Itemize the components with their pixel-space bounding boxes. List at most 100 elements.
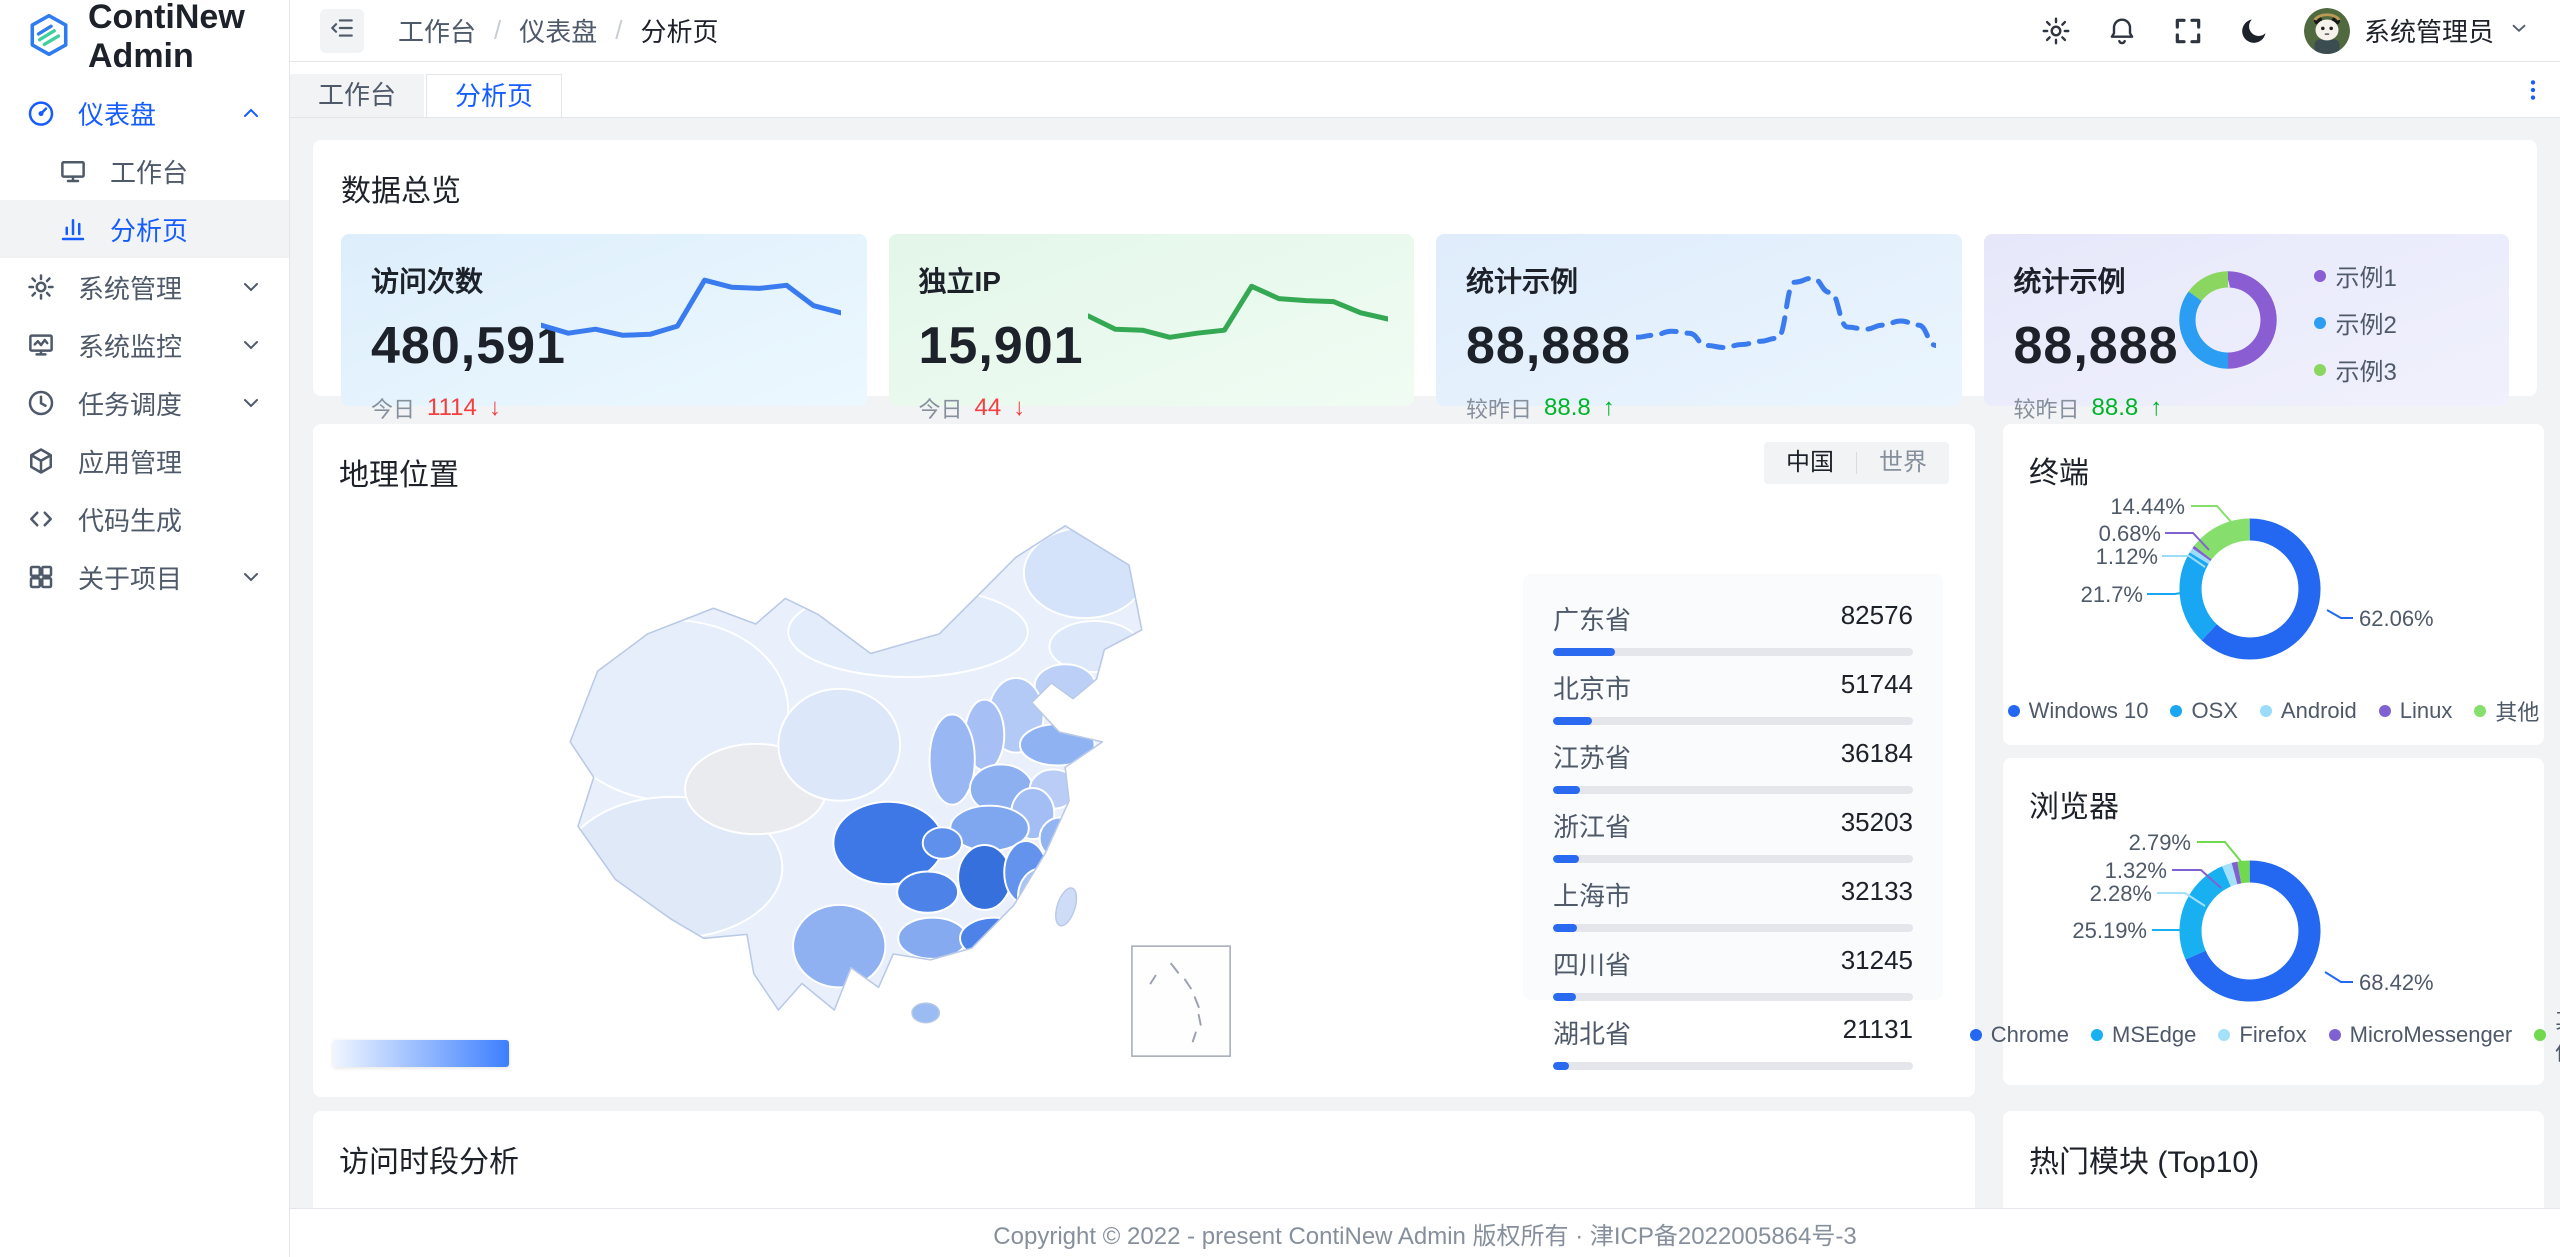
tab-analysis[interactable]: 分析页 [426, 74, 563, 117]
sidebar-menu: 仪表盘 工作台 分析页 系统管理 [0, 74, 289, 606]
fullscreen-icon[interactable] [2172, 15, 2204, 47]
legend-item[interactable]: Windows 10 [2007, 695, 2148, 727]
breadcrumb-separator: / [494, 15, 502, 45]
settings-icon[interactable] [2040, 15, 2072, 47]
stat-sub-label: 较昨日 [2013, 397, 2080, 422]
sparkline-chart [1088, 283, 1388, 340]
province-bar-fill [1553, 1062, 1569, 1070]
menu-fold-button[interactable] [320, 8, 364, 53]
username[interactable]: 系统管理员 [2363, 17, 2494, 47]
sidebar-item-label: 应用管理 [78, 447, 183, 478]
sidebar-item-about-project[interactable]: 关于项目 [0, 548, 289, 606]
breadcrumb-item[interactable]: 工作台 [398, 17, 477, 47]
legend-label: Firefox [2239, 1022, 2307, 1047]
legend-label: MSEdge [2112, 1022, 2197, 1047]
province-bar-track [1553, 648, 1913, 656]
user-avatar[interactable] [2303, 7, 2350, 54]
dark-mode-moon-icon[interactable] [2238, 15, 2270, 47]
main-area: 工作台 / 仪表盘 / 分析页 [290, 0, 2560, 1257]
legend-dot-icon [2007, 705, 2020, 717]
province-row: 上海市 32133 [1553, 876, 1913, 932]
stat-card-unique-ip: 独立IP 15,901 今日 44 ↓ [888, 234, 1414, 422]
stat-value: 480,591 [371, 317, 566, 375]
sidebar-item-dashboard[interactable]: 仪表盘 [0, 84, 289, 142]
province-name: 北京市 [1553, 674, 1632, 704]
legend-dot-icon [2474, 705, 2487, 717]
legend-label: OSX [2191, 698, 2238, 723]
notifications-bell-icon[interactable] [2106, 15, 2138, 47]
top-header: 工作台 / 仪表盘 / 分析页 [290, 0, 2560, 62]
province-row: 广东省 82576 [1553, 600, 1913, 656]
donut-callout: 2.79% [2129, 830, 2191, 855]
chart-legend: 示例1 示例2 示例3 [2313, 258, 2397, 387]
sidebar-item-code-generation[interactable]: 代码生成 [0, 490, 289, 548]
sidebar-item-system-management[interactable]: 系统管理 [0, 258, 289, 316]
south-china-sea-inset [1131, 945, 1231, 1057]
legend-label: Chrome [1990, 1022, 2069, 1047]
app-logo[interactable]: ContiNew Admin [0, 0, 289, 75]
section-title: 热门模块 (Top10) [2029, 1146, 2260, 1179]
stat-cards: 访问次数 480,591 今日 1114 ↓ 独立IP 15,901 [341, 234, 2509, 422]
grid-icon [26, 562, 56, 592]
stat-value: 88,888 [1466, 317, 1632, 375]
legend-item[interactable]: Firefox [2218, 1003, 2307, 1067]
legend-item[interactable]: Chrome [1969, 1003, 2069, 1067]
legend-item[interactable]: OSX [2170, 695, 2238, 727]
stat-card-sample-2: 统计示例 88,888 较昨日 88.8 ↑ 示例1 示例2 示例3 [1983, 234, 2509, 422]
stat-sub-value: 44 [974, 394, 1002, 421]
legend-item[interactable]: Linux [2378, 695, 2452, 727]
donut-callout: 62.06% [2359, 606, 2434, 631]
legend-dot-icon [2313, 363, 2326, 376]
user-menu[interactable]: 系统管理员 [2303, 7, 2530, 54]
chevron-down-icon [239, 391, 263, 415]
chevron-up-icon [239, 101, 263, 125]
province-name: 四川省 [1553, 950, 1632, 980]
sidebar-item-analysis[interactable]: 分析页 [0, 200, 289, 258]
header-actions: 系统管理员 [2040, 7, 2530, 54]
stat-card-visits: 访问次数 480,591 今日 1114 ↓ [341, 234, 867, 422]
province-name: 浙江省 [1553, 812, 1632, 842]
donut-callout: 0.68% [2099, 521, 2161, 546]
breadcrumb-item[interactable]: 仪表盘 [519, 17, 598, 47]
province-bar-track [1553, 924, 1913, 932]
copyright-text: Copyright © 2022 - present ContiNew Admi… [993, 1222, 1857, 1250]
tab-more-icon[interactable] [2520, 77, 2560, 103]
province-row: 四川省 31245 [1553, 945, 1913, 1001]
legend-item[interactable]: 示例2 [2313, 305, 2397, 340]
sidebar: ContiNew Admin 仪表盘 工作台 [0, 0, 290, 1257]
tab-workplace[interactable]: 工作台 [290, 74, 425, 117]
toggle-china[interactable]: 中国 [1786, 449, 1834, 476]
legend-item[interactable]: 示例1 [2313, 258, 2397, 293]
chevron-down-icon [239, 275, 263, 299]
sidebar-item-job-scheduler[interactable]: 任务调度 [0, 374, 289, 432]
monitor-icon [26, 330, 56, 360]
sidebar-item-workplace[interactable]: 工作台 [0, 142, 289, 200]
legend-item[interactable]: 示例3 [2313, 352, 2397, 387]
province-name: 上海市 [1553, 881, 1632, 911]
legend-item[interactable]: 其他 [2534, 1003, 2560, 1067]
sidebar-item-system-monitor[interactable]: 系统监控 [0, 316, 289, 374]
toggle-world[interactable]: 世界 [1879, 449, 1927, 476]
sidebar-item-label: 任务调度 [78, 389, 183, 420]
china-map [543, 514, 1273, 1064]
terminal-chart: 14.44% 0.68% 1.12% 21.7% 62.06% Windows … [2003, 424, 2544, 745]
page-footer: Copyright © 2022 - present ContiNew Admi… [290, 1208, 2560, 1257]
province-bar-track [1553, 1062, 1913, 1070]
legend-item[interactable]: 其他 [2474, 695, 2539, 727]
legend-dot-icon [2534, 1029, 2547, 1041]
stat-title: 独立IP [918, 266, 1001, 297]
legend-item[interactable]: Android [2259, 695, 2357, 727]
legend-label: 其他 [2495, 700, 2540, 725]
legend-label: 其他 [2555, 1003, 2560, 1067]
legend-item[interactable]: MicroMessenger [2328, 1003, 2512, 1067]
chart-legend: Windows 10 OSX Android Linux 其他 [2003, 695, 2544, 727]
legend-dot-icon [2259, 705, 2272, 717]
donut-callout: 68.42% [2359, 970, 2434, 995]
province-row: 北京市 51744 [1553, 669, 1913, 725]
legend-item[interactable]: MSEdge [2091, 1003, 2196, 1067]
sidebar-item-app-management[interactable]: 应用管理 [0, 432, 289, 490]
legend-label: 示例1 [2335, 265, 2397, 292]
browser-chart: 2.79% 1.32% 2.28% 25.19% 68.42% Chrome MS… [1969, 758, 2560, 1085]
province-bar-track [1553, 855, 1913, 863]
